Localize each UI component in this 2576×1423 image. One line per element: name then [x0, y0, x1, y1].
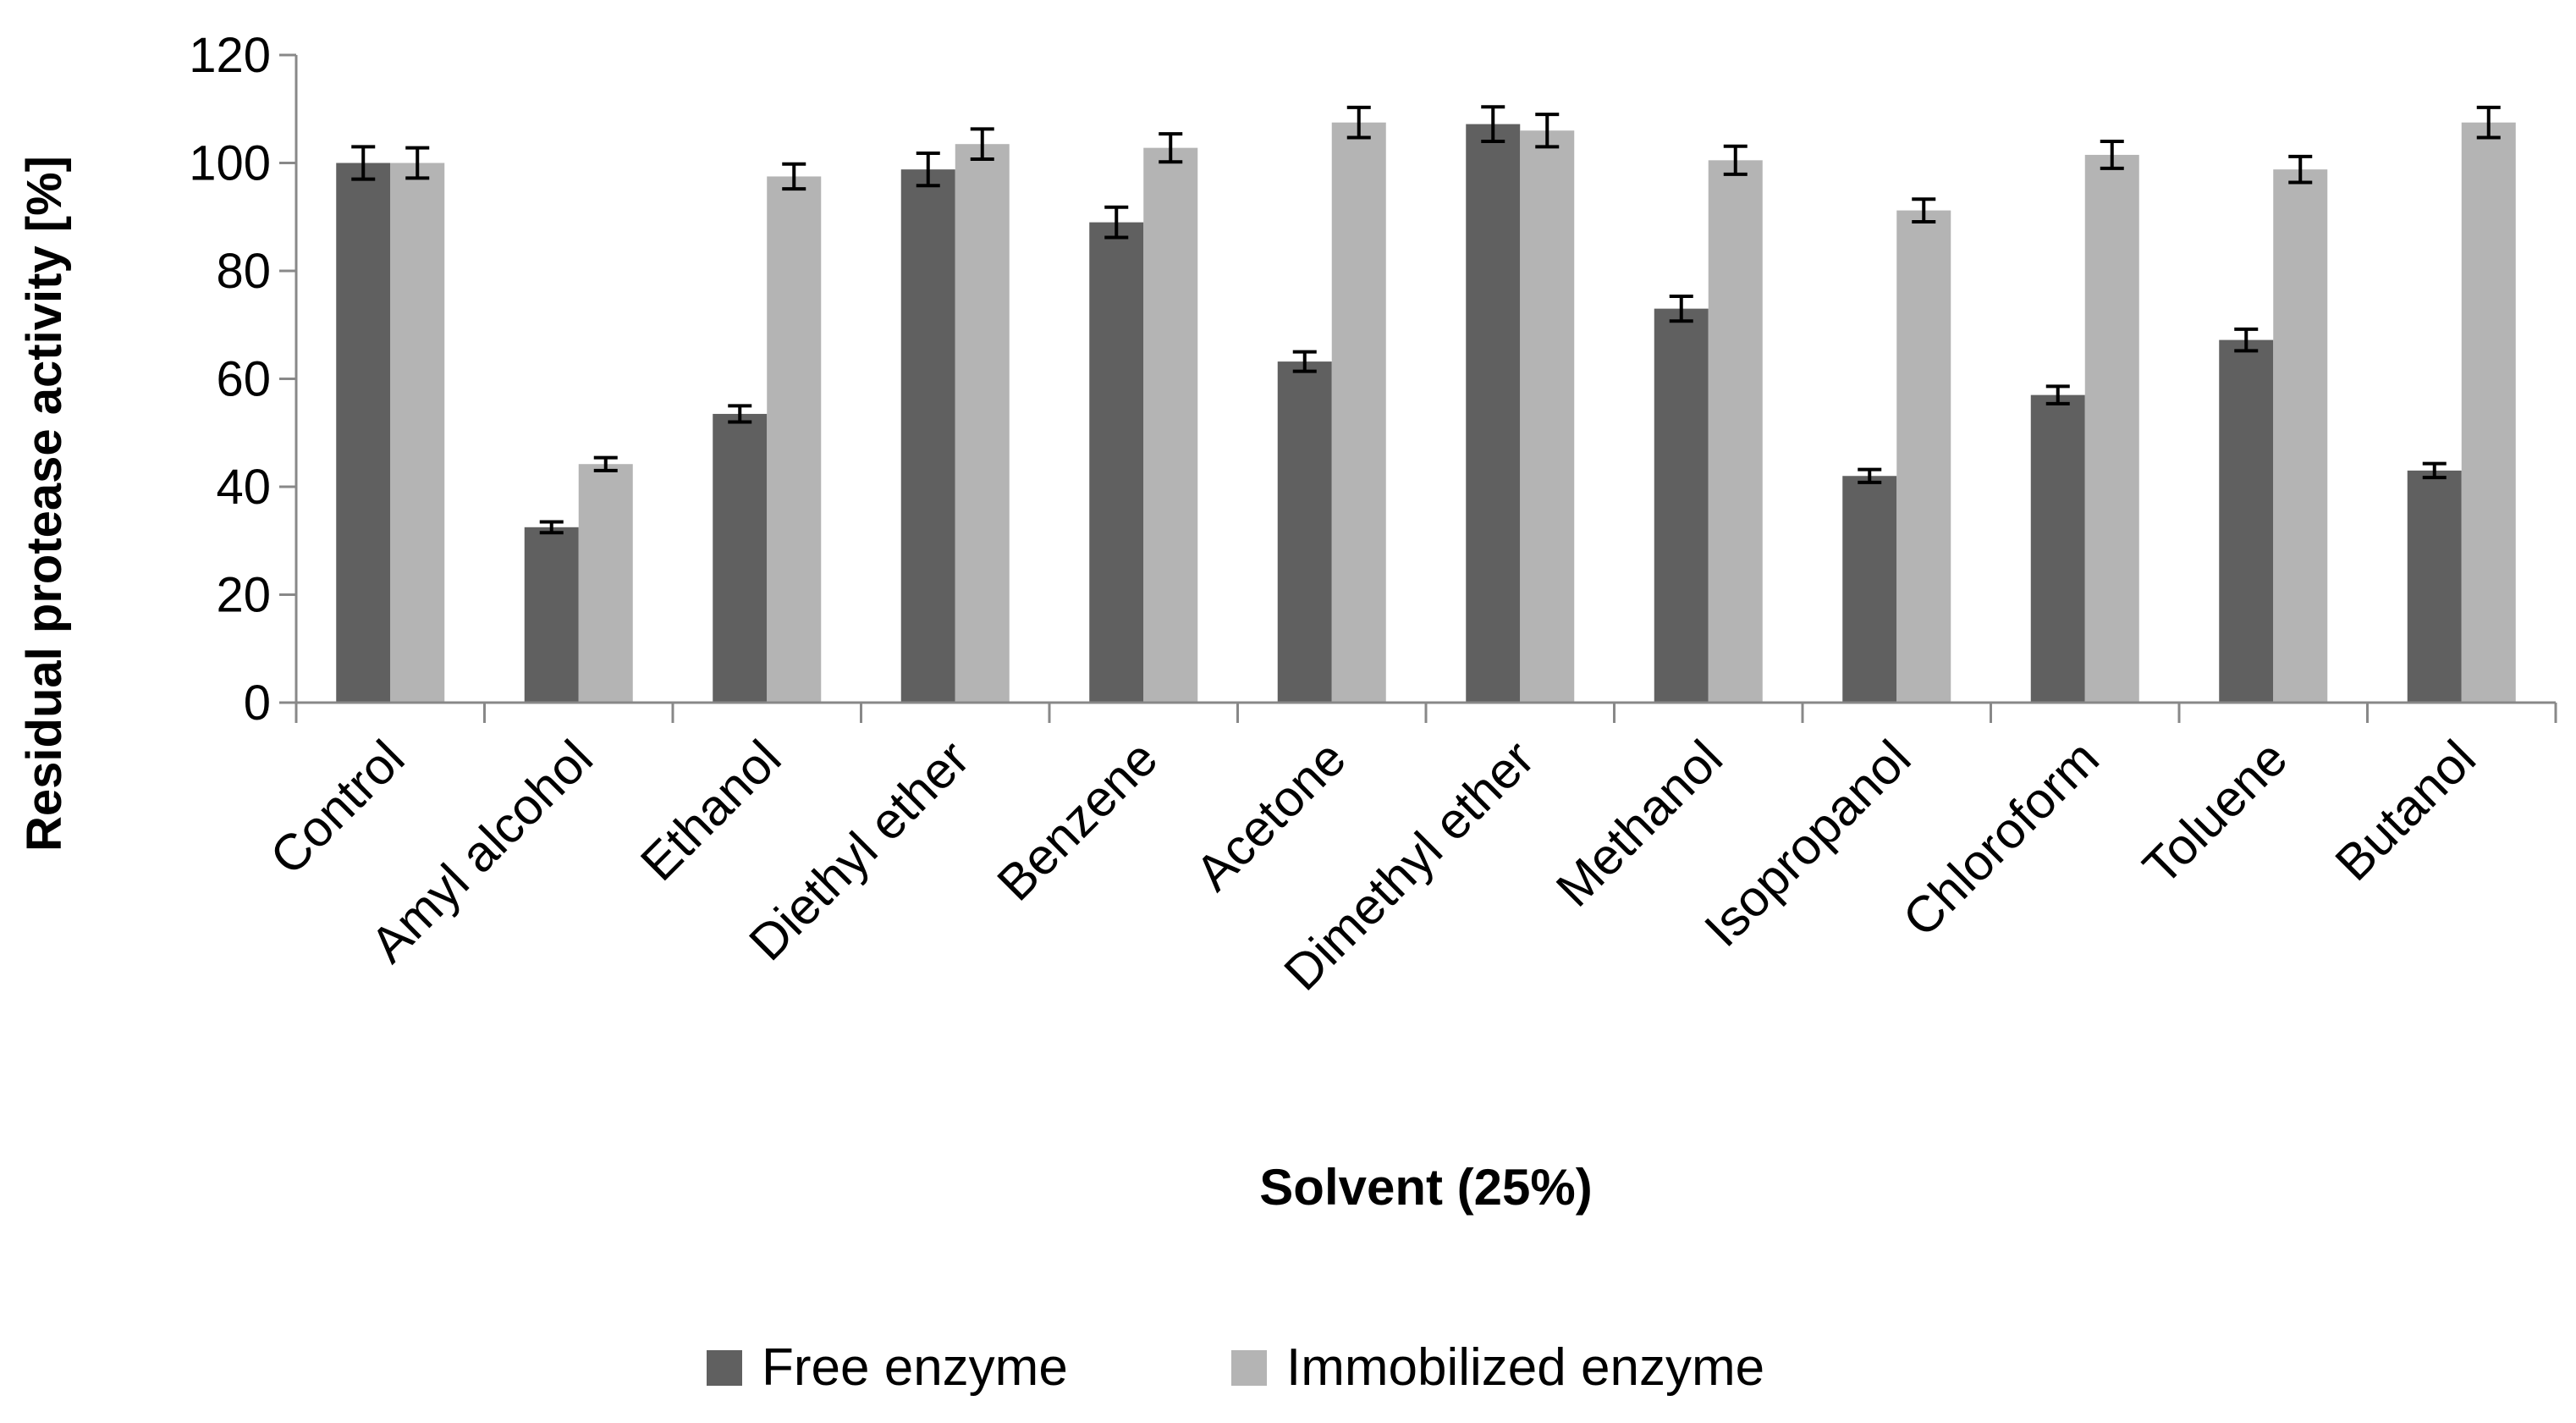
x-tick-label: Ethanol	[630, 730, 791, 891]
bar	[2084, 154, 2139, 703]
legend-swatch-immobilized-enzyme	[1231, 1350, 1267, 1386]
plot-area	[336, 105, 2516, 703]
series-free-enzyme	[336, 105, 2462, 703]
x-tick-label: Isopropanol	[1693, 730, 1921, 957]
bar	[2461, 122, 2516, 703]
bar	[390, 163, 445, 703]
y-axis-title: Residual protease activity [%]	[17, 156, 72, 852]
y-tick-label: 80	[216, 244, 271, 299]
y-tick-label: 60	[216, 352, 271, 407]
bar	[1143, 147, 1198, 703]
x-tick-label: Benzene	[987, 730, 1169, 912]
y-tick-label: 20	[216, 568, 271, 623]
bar	[336, 163, 391, 703]
bar	[1708, 160, 1763, 703]
legend-swatch-free-enzyme	[707, 1350, 742, 1386]
bar	[713, 413, 768, 703]
x-tick-label: Acetone	[1185, 730, 1357, 902]
bar	[900, 169, 955, 703]
x-tick-label: Control	[259, 730, 415, 885]
bar	[1331, 122, 1386, 703]
bar	[2219, 339, 2274, 703]
bar	[2273, 169, 2328, 703]
x-tick-label: Chloroform	[1892, 730, 2110, 947]
bar	[1842, 476, 1897, 703]
bar	[767, 176, 822, 703]
bar	[2030, 394, 2085, 703]
bar	[2407, 470, 2462, 703]
bar	[524, 527, 579, 703]
bar	[955, 144, 1010, 703]
bar	[1277, 361, 1332, 703]
x-axis-title: Solvent (25%)	[1259, 1159, 1592, 1216]
y-tick-label: 40	[216, 460, 271, 515]
x-tick-label: Methanol	[1545, 730, 1733, 918]
legend: Free enzyme Immobilized enzyme	[707, 1338, 1764, 1397]
y-tick-label: 120	[189, 28, 271, 83]
series-immobilized-enzyme	[390, 105, 2516, 703]
y-tick-label: 100	[189, 136, 271, 191]
bar	[1466, 124, 1521, 703]
bar	[1089, 222, 1144, 703]
bar	[578, 464, 633, 703]
bar	[1654, 308, 1709, 703]
y-axis: 0 20 40 60 80 100 120	[189, 28, 298, 731]
y-tick-label: 0	[244, 676, 271, 731]
legend-label-immobilized-enzyme: Immobilized enzyme	[1286, 1338, 1764, 1397]
bar	[1520, 130, 1575, 703]
bar	[1896, 210, 1951, 703]
x-tick-label: Butanol	[2325, 730, 2486, 891]
x-tick-label: Toluene	[2132, 730, 2298, 896]
legend-label-free-enzyme: Free enzyme	[762, 1338, 1068, 1397]
